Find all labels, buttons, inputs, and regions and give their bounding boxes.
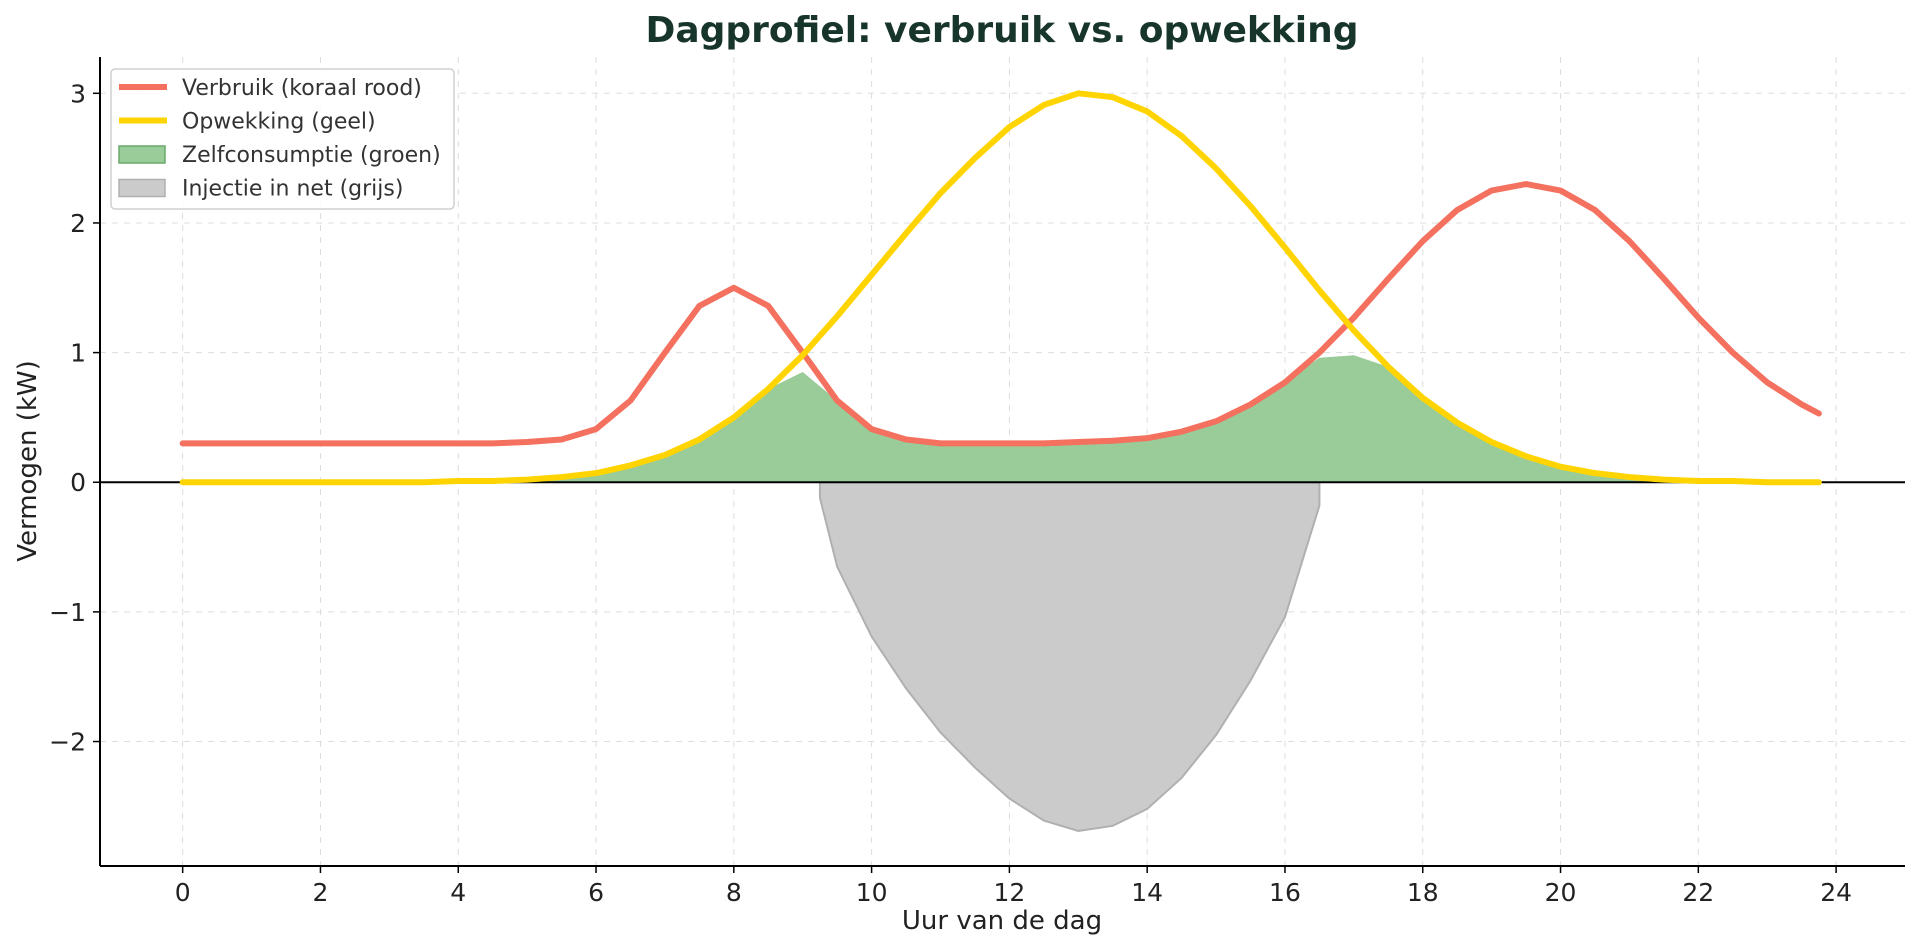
y-axis-label: Vermogen (kW) <box>13 360 43 562</box>
injectie-area <box>818 481 1321 833</box>
x-tick-label: 16 <box>1269 878 1301 907</box>
x-tick-label: 24 <box>1820 878 1852 907</box>
axes <box>93 57 1905 873</box>
x-tick-label: 12 <box>993 878 1025 907</box>
legend-area-swatch <box>118 178 166 198</box>
legend-area-swatch <box>118 145 166 164</box>
series-lines <box>179 90 1822 486</box>
y-tick-label: −1 <box>49 598 86 627</box>
chart-title: Dagprofiel: verbruik vs. opwekking <box>645 10 1358 51</box>
legend-box <box>110 68 455 210</box>
x-tick-label: 0 <box>175 878 191 907</box>
opwekking-line <box>179 90 1822 486</box>
x-tick-label: 18 <box>1407 878 1439 907</box>
legend-label: Zelfconsumptie (groen) <box>182 143 441 168</box>
legend-label: Verbruik (koraal rood) <box>182 76 422 101</box>
x-tick-label: 4 <box>450 878 466 907</box>
legend: Verbruik (koraal rood) Opwekking (geel) Ze… <box>110 68 455 210</box>
x-tick-label: 2 <box>313 878 329 907</box>
fill-areas <box>182 355 1819 833</box>
x-axis-label: Uur van de dag <box>902 906 1102 936</box>
y-tick-label: 0 <box>70 468 86 497</box>
x-tick-label: 20 <box>1545 878 1577 907</box>
legend-label: Opwekking (geel) <box>182 110 376 135</box>
x-tick-label: 6 <box>588 878 604 907</box>
y-tick-label: 1 <box>70 339 86 368</box>
x-tick-label: 8 <box>726 878 742 907</box>
zelfconsumptie-area <box>182 355 1819 483</box>
y-tick-label: 3 <box>70 79 86 108</box>
verbruik-line <box>179 181 1822 447</box>
x-tick-label: 10 <box>856 878 888 907</box>
x-tick-label: 22 <box>1682 878 1714 907</box>
y-tick-label: −2 <box>49 728 86 757</box>
y-tick-label: 2 <box>70 209 86 238</box>
x-tick-label: 14 <box>1131 878 1163 907</box>
legend-label: Injectie in net (grijs) <box>182 177 403 202</box>
